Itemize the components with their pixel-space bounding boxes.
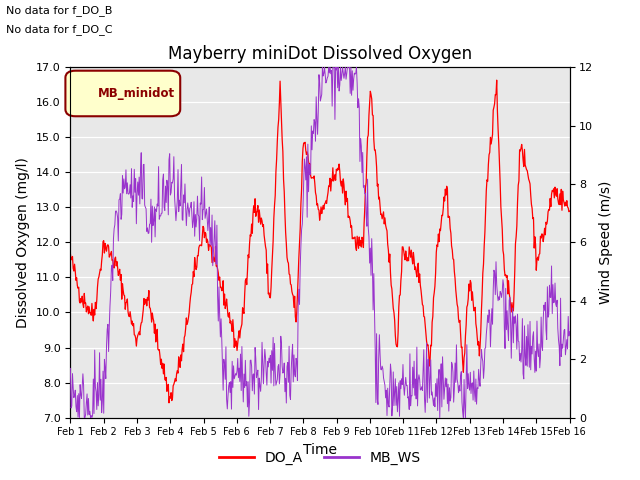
- Y-axis label: Dissolved Oxygen (mg/l): Dissolved Oxygen (mg/l): [17, 157, 30, 328]
- X-axis label: Time: Time: [303, 443, 337, 457]
- Y-axis label: Wind Speed (m/s): Wind Speed (m/s): [599, 180, 613, 304]
- Text: No data for f_DO_B: No data for f_DO_B: [6, 5, 113, 16]
- Text: No data for f_DO_C: No data for f_DO_C: [6, 24, 113, 35]
- Text: MB_minidot: MB_minidot: [98, 87, 175, 100]
- Title: Mayberry miniDot Dissolved Oxygen: Mayberry miniDot Dissolved Oxygen: [168, 45, 472, 63]
- Legend: DO_A, MB_WS: DO_A, MB_WS: [214, 445, 426, 471]
- FancyBboxPatch shape: [65, 71, 180, 116]
